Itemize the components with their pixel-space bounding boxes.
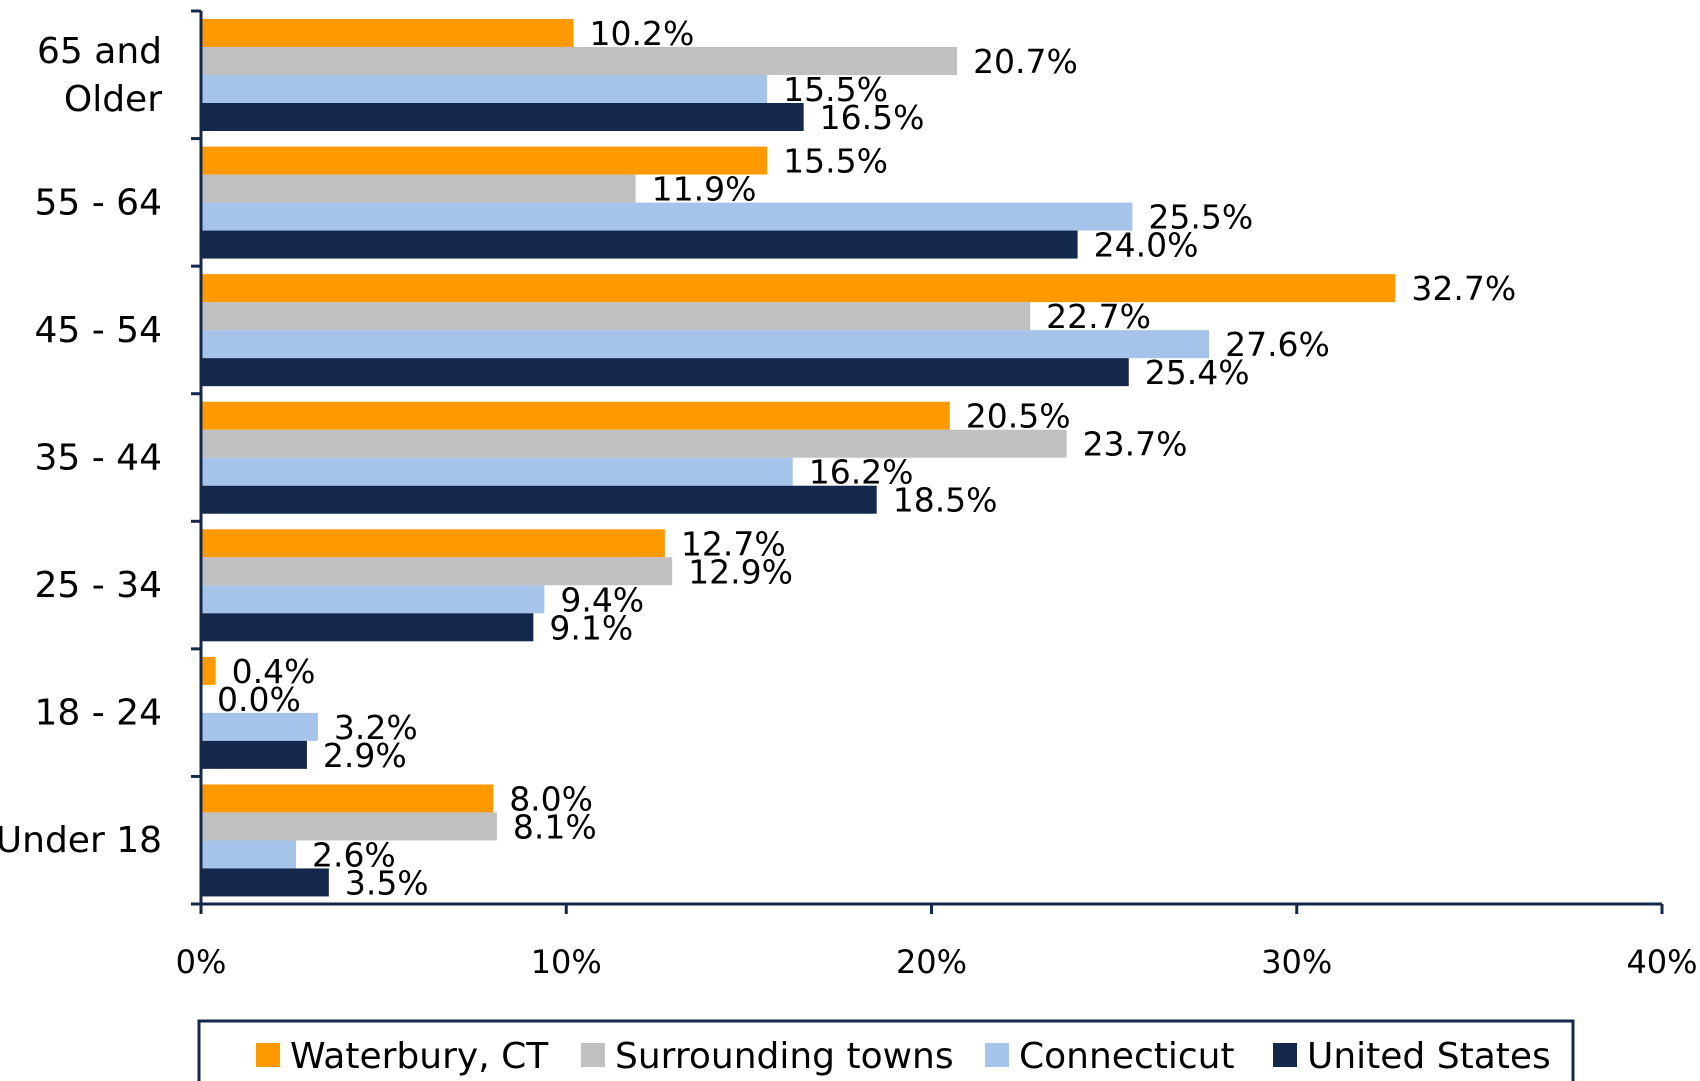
legend: Waterbury, CT Surrounding towns Connecticu… — [197, 1019, 1575, 1081]
bar-connecticut-55-64 — [201, 202, 1133, 231]
legend-box — [197, 1019, 1575, 1081]
data-label-united-states-under-18: 3.5% — [345, 863, 429, 902]
bar-united-states-25-34 — [201, 613, 534, 642]
data-label-united-states-35-44: 18.5% — [893, 481, 998, 520]
legend-label-surrounding-towns: Surrounding towns — [615, 1036, 954, 1077]
data-label-united-states-65-and-older: 16.5% — [820, 98, 925, 137]
data-label-waterbury-ct-65-and-older: 10.2% — [590, 14, 695, 53]
x-tick-label-30: 30% — [1261, 943, 1332, 981]
bar-surrounding-towns-55-64 — [201, 174, 636, 203]
category-label-18-24: 18 - 24 — [35, 693, 163, 734]
data-label-waterbury-ct-45-54: 32.7% — [1411, 269, 1516, 308]
data-label-surrounding-towns-45-54: 22.7% — [1046, 297, 1151, 336]
x-tick-label-10: 10% — [531, 943, 602, 981]
legend-label-connecticut: Connecticut — [1019, 1036, 1235, 1077]
bar-united-states-35-44 — [201, 485, 877, 514]
axis-layer — [191, 9, 1664, 914]
legend-swatch-connecticut — [985, 1043, 1009, 1067]
bar-connecticut-25-34 — [201, 585, 545, 614]
category-label-45-54: 45 - 54 — [35, 310, 163, 351]
data-label-connecticut-18-24: 3.2% — [334, 708, 418, 747]
category-label-55-64: 55 - 64 — [35, 182, 163, 223]
bar-connecticut-under-18 — [201, 840, 296, 869]
data-label-connecticut-25-34: 9.4% — [560, 580, 644, 619]
legend-swatch-waterbury-ct — [256, 1043, 280, 1067]
data-label-waterbury-ct-18-24: 0.4% — [232, 652, 316, 691]
data-label-united-states-45-54: 25.4% — [1145, 353, 1250, 392]
bar-surrounding-towns-under-18 — [201, 812, 497, 841]
bar-united-states-under-18 — [201, 868, 329, 897]
bar-surrounding-towns-45-54 — [201, 302, 1031, 331]
bar-connecticut-45-54 — [201, 330, 1210, 359]
bar-waterbury-ct-45-54 — [201, 274, 1396, 303]
category-label-35-44: 35 - 44 — [35, 438, 163, 479]
data-label-united-states-25-34: 9.1% — [549, 608, 633, 647]
data-label-waterbury-ct-under-18: 8.0% — [509, 779, 593, 818]
data-label-connecticut-35-44: 16.2% — [809, 453, 914, 492]
bar-surrounding-towns-25-34 — [201, 557, 673, 586]
data-label-connecticut-45-54: 27.6% — [1225, 325, 1330, 364]
data-label-waterbury-ct-55-64: 15.5% — [783, 142, 888, 181]
data-label-surrounding-towns-65-and-older: 20.7% — [973, 42, 1078, 81]
bar-waterbury-ct-55-64 — [201, 146, 768, 175]
bar-united-states-55-64 — [201, 230, 1078, 259]
legend-label-waterbury-ct: Waterbury, CT — [290, 1036, 549, 1077]
legend-swatch-surrounding-towns — [581, 1043, 605, 1067]
data-label-surrounding-towns-55-64: 11.9% — [652, 170, 757, 209]
bar-surrounding-towns-65-and-older — [201, 47, 958, 75]
bar-surrounding-towns-35-44 — [201, 429, 1067, 458]
category-label-under-18: Under 18 — [0, 820, 162, 861]
bar-united-states-65-and-older — [201, 103, 804, 131]
bar-waterbury-ct-25-34 — [201, 529, 665, 558]
data-label-connecticut-65-and-older: 15.5% — [783, 70, 888, 109]
bar-connecticut-18-24 — [201, 712, 318, 741]
data-label-waterbury-ct-35-44: 20.5% — [966, 397, 1071, 436]
bars-layer — [201, 19, 1396, 897]
bar-connecticut-65-and-older — [201, 75, 768, 103]
bar-waterbury-ct-35-44 — [201, 401, 950, 430]
labels-layer: 8.0%8.1% 2.6%3.5% Under 18 0.4%0.0% 3.2%2.9%… — [0, 14, 1698, 981]
bar-waterbury-ct-18-24 — [201, 656, 216, 685]
bar-waterbury-ct-under-18 — [201, 784, 494, 813]
x-tick-label-20: 20% — [896, 943, 967, 981]
data-label-surrounding-towns-under-18: 8.1% — [513, 807, 597, 846]
category-label-25-34: 25 - 34 — [35, 565, 163, 606]
bar-connecticut-35-44 — [201, 457, 793, 486]
data-label-surrounding-towns-35-44: 23.7% — [1083, 425, 1188, 464]
bar-united-states-45-54 — [201, 358, 1129, 387]
data-label-united-states-18-24: 2.9% — [323, 736, 407, 775]
legend-label-united-states: United States — [1307, 1036, 1551, 1077]
data-label-waterbury-ct-25-34: 12.7% — [681, 524, 786, 563]
bar-waterbury-ct-65-and-older — [201, 19, 574, 47]
legend-swatch-united-states — [1273, 1043, 1297, 1067]
data-label-united-states-55-64: 24.0% — [1094, 226, 1199, 265]
x-tick-label-0: 0% — [176, 943, 227, 981]
bar-united-states-18-24 — [201, 740, 307, 769]
category-label-65-and-older: 65 and Older — [37, 31, 162, 120]
x-tick-label-40: 40% — [1626, 943, 1697, 981]
data-label-surrounding-towns-25-34: 12.9% — [688, 552, 793, 591]
data-label-surrounding-towns-18-24: 0.0% — [217, 680, 301, 719]
data-label-connecticut-under-18: 2.6% — [312, 835, 396, 874]
data-label-connecticut-55-64: 25.5% — [1148, 198, 1253, 237]
